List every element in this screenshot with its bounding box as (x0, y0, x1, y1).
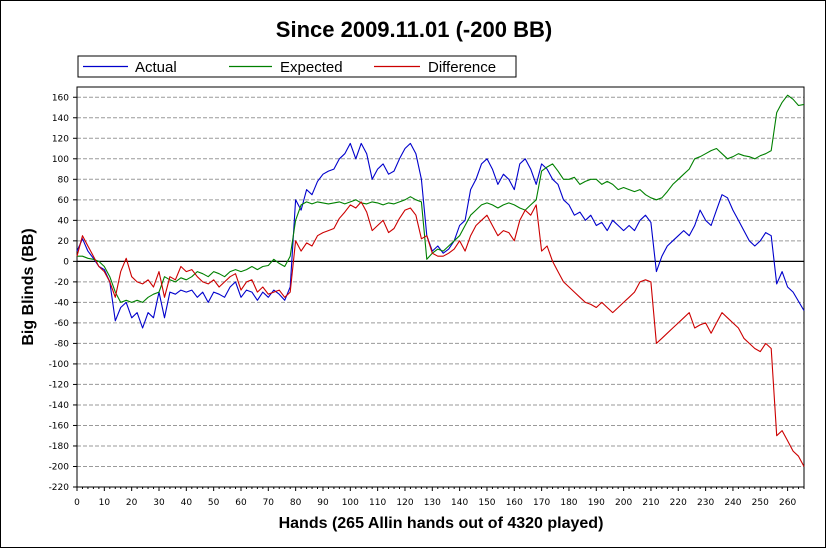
x-tick-label: 80 (290, 498, 302, 508)
x-tick-label: 240 (724, 498, 741, 508)
y-tick-label: 80 (58, 175, 70, 185)
chart-title: Since 2009.11.01 (-200 BB) (276, 17, 552, 42)
y-tick-label: -40 (54, 298, 69, 308)
series-line-expected (77, 94, 805, 303)
y-tick-label: 160 (52, 93, 69, 103)
plot-area (76, 86, 805, 488)
x-tick-label: 200 (615, 498, 632, 508)
x-tick-label: 0 (74, 498, 80, 508)
x-tick-label: 260 (779, 498, 796, 508)
y-tick-label: -160 (49, 421, 70, 431)
x-tick-label: 90 (317, 498, 329, 508)
x-tick-label: 210 (642, 498, 659, 508)
x-tick-label: 100 (342, 498, 359, 508)
x-tick-label: 40 (181, 498, 193, 508)
y-tick-label: 60 (58, 196, 70, 206)
x-tick-label: 190 (588, 498, 605, 508)
y-tick-label: -20 (54, 278, 69, 288)
y-tick-label: -200 (49, 462, 70, 472)
x-tick-label: 120 (396, 498, 413, 508)
y-tick-label: 20 (58, 237, 70, 247)
x-tick-label: 130 (424, 498, 441, 508)
y-tick-label: -80 (54, 339, 69, 349)
y-tick-label: -100 (49, 360, 70, 370)
x-tick-label: 60 (235, 498, 247, 508)
x-tick-label: 20 (126, 498, 138, 508)
x-axis: 0 10 20 30 40 50 60 70 80 90 100 110 120 130 140 150 160… (74, 487, 805, 508)
y-axis-title: Big Blinds (BB) (20, 228, 37, 345)
y-axis: 160 140 120 100 80 60 40 20 0 -20 -40 -60 -80 -100 -12… (49, 93, 77, 493)
x-tick-label: 140 (451, 498, 468, 508)
x-tick-label: 220 (670, 498, 687, 508)
series-line-difference (76, 201, 805, 467)
series-lines (76, 94, 805, 467)
series-line-actual (76, 142, 805, 329)
y-tick-label: 40 (58, 216, 70, 226)
x-tick-label: 10 (99, 498, 111, 508)
x-tick-label: 30 (153, 498, 165, 508)
legend-box (77, 55, 517, 78)
y-tick-label: -140 (49, 401, 70, 411)
y-tick-label: -180 (49, 442, 70, 452)
y-tick-label: 0 (63, 257, 69, 267)
x-tick-label: 250 (752, 498, 769, 508)
x-tick-label: 170 (533, 498, 550, 508)
y-tick-label: 120 (52, 134, 69, 144)
y-tick-label: -120 (49, 380, 70, 390)
y-tick-label: 140 (52, 114, 69, 124)
y-tick-label: -60 (54, 319, 69, 329)
x-tick-label: 180 (560, 498, 577, 508)
y-tick-label: -220 (49, 483, 70, 493)
legend-label-actual: Actual (135, 59, 177, 76)
x-tick-label: 110 (369, 498, 386, 508)
x-tick-label: 150 (478, 498, 495, 508)
y-tick-label: 100 (52, 155, 69, 165)
legend-label-difference: Difference (428, 59, 496, 76)
x-tick-label: 160 (506, 498, 523, 508)
x-axis-title: Hands (265 Allin hands out of 4320 playe… (279, 515, 604, 532)
legend-label-expected: Expected (280, 59, 343, 76)
x-tick-label: 50 (208, 498, 220, 508)
x-tick-label: 230 (697, 498, 714, 508)
legend: Actual Expected Difference (77, 55, 517, 78)
x-tick-label: 70 (263, 498, 275, 508)
